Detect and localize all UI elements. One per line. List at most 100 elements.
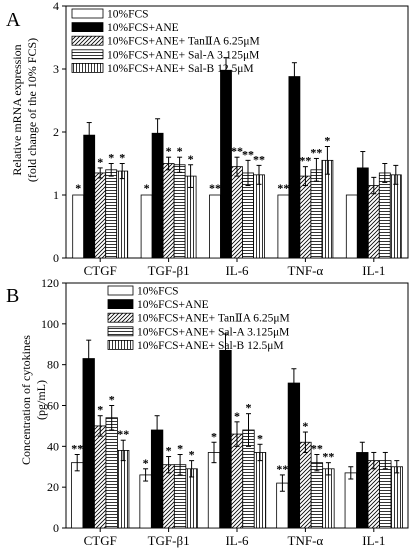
a-bar	[116, 170, 129, 259]
panel-a-yaxis: 0 1 2 3 4	[53, 0, 66, 265]
b-bar	[253, 452, 267, 529]
b-bar	[219, 349, 232, 529]
a-bar	[220, 69, 232, 259]
b-legend-swatch	[107, 339, 134, 350]
a-legend-swatch	[71, 35, 104, 46]
b-significance-mark: *	[166, 444, 172, 458]
a-legend-label: 10%FCS+ANE+ Sal-B 12.5μM	[107, 63, 254, 75]
b-significance-mark: *	[302, 419, 308, 433]
panel-a: A Relative mRNA expression (fold change …	[6, 0, 409, 278]
b-legend-swatch	[107, 285, 134, 296]
b-ytick-label: 0	[53, 521, 59, 535]
b-bar	[367, 460, 380, 529]
a-significance-mark: *	[144, 181, 150, 195]
a-legend-label: 10%FCS	[107, 9, 149, 21]
a-significance-mark: **	[310, 145, 322, 159]
panel-a-ylabel-2: (fold change of the 10% FCS)	[25, 38, 39, 182]
b-significance-mark: *	[109, 393, 115, 407]
a-significance-mark: *	[166, 144, 172, 158]
b-bar	[82, 358, 95, 529]
a-legend-swatch	[71, 49, 104, 60]
a-significance-mark: **	[253, 152, 265, 166]
a-bar	[389, 174, 402, 259]
panel-b-label: B	[6, 285, 19, 307]
b-xtick-label: IL-1	[362, 533, 385, 548]
panel-a-bars: * * * * **** ** ** ****** * ** **	[72, 57, 402, 259]
panel-a-label: A	[6, 9, 21, 31]
a-ytick-label: 2	[53, 125, 59, 139]
b-bar	[344, 472, 357, 529]
panel-b-ylabel-2: (pg/mL)	[34, 380, 48, 420]
b-significance-mark: **	[71, 442, 83, 456]
b-bar	[94, 425, 107, 529]
b-significance-mark: *	[257, 431, 263, 445]
panel-b-bars: ******** * ************	[71, 333, 403, 529]
a-legend-label: 10%FCS+ANE+ Sal-A 3.125μM	[107, 49, 259, 61]
a-bar	[321, 159, 334, 259]
b-significance-mark: *	[246, 401, 252, 415]
b-ytick-label: 60	[47, 399, 59, 413]
b-significance-mark: *	[189, 448, 195, 462]
a-significance-mark: *	[97, 155, 103, 169]
b-bar	[71, 462, 84, 529]
b-legend-label: 10%FCS	[137, 286, 179, 298]
b-bar	[287, 382, 301, 529]
a-significance-mark: **	[277, 181, 289, 195]
a-legend-swatch	[71, 22, 104, 33]
a-significance-mark: **	[242, 147, 254, 161]
a-bar	[151, 132, 164, 259]
a-significance-mark: *	[108, 151, 114, 165]
a-bar	[367, 185, 380, 259]
b-xtick-label: CTGF	[84, 533, 117, 548]
a-significance-mark: **	[299, 154, 311, 168]
b-bar	[162, 464, 175, 529]
a-legend-label: 10%FCS+ANE	[107, 22, 179, 34]
b-significance-mark: *	[211, 429, 217, 443]
b-legend-swatch	[107, 326, 134, 337]
b-legend-label: 10%FCS+ANE+ TanⅡA 6.25μM	[137, 313, 290, 325]
a-bar	[288, 76, 301, 259]
a-significance-mark: *	[75, 181, 81, 195]
b-significance-mark: *	[234, 409, 240, 423]
a-bar	[83, 134, 96, 259]
a-bar	[299, 175, 312, 259]
a-xtick-label: IL-1	[362, 263, 385, 278]
a-ytick-label: 3	[53, 62, 59, 76]
a-bar	[140, 194, 153, 259]
b-ytick-label: 20	[47, 480, 59, 494]
a-legend-swatch	[71, 63, 104, 73]
a-bar	[105, 169, 118, 259]
b-significance-mark: **	[276, 462, 288, 476]
b-legend-label: 10%FCS+ANE	[137, 299, 209, 311]
a-legend-swatch	[71, 8, 104, 19]
b-ytick-label: 80	[47, 358, 59, 372]
a-ytick-label: 4	[53, 0, 59, 13]
a-bar	[209, 194, 221, 259]
a-xtick-label: TGF-β1	[148, 263, 190, 278]
a-significance-mark: **	[231, 144, 243, 158]
b-bar	[185, 468, 198, 529]
panel-b-xaxis: CTGF TGF-β1 IL-6 TNF-α IL-1	[84, 528, 385, 548]
a-xtick-label: IL-6	[225, 263, 249, 278]
a-significance-mark: *	[188, 152, 194, 166]
b-bar	[356, 452, 369, 529]
b-bar	[299, 441, 312, 529]
a-bar	[277, 194, 290, 259]
a-legend-label: 10%FCS+ANE+ TanⅡA 6.25μM	[107, 36, 260, 48]
a-bar	[162, 163, 175, 259]
a-significance-mark: **	[209, 181, 221, 195]
b-xtick-label: TNF-α	[288, 533, 324, 548]
a-xtick-label: TNF-α	[288, 263, 324, 278]
a-bar	[72, 194, 85, 259]
a-ytick-label: 1	[53, 188, 59, 202]
b-significance-mark: **	[117, 427, 129, 441]
b-significance-mark: **	[311, 442, 323, 456]
b-legend-swatch	[107, 299, 134, 310]
b-ytick-label: 120	[41, 276, 59, 290]
b-xtick-label: TGF-β1	[148, 533, 190, 548]
b-significance-mark: *	[143, 456, 149, 470]
a-bar	[94, 172, 107, 259]
b-bar	[117, 450, 130, 529]
